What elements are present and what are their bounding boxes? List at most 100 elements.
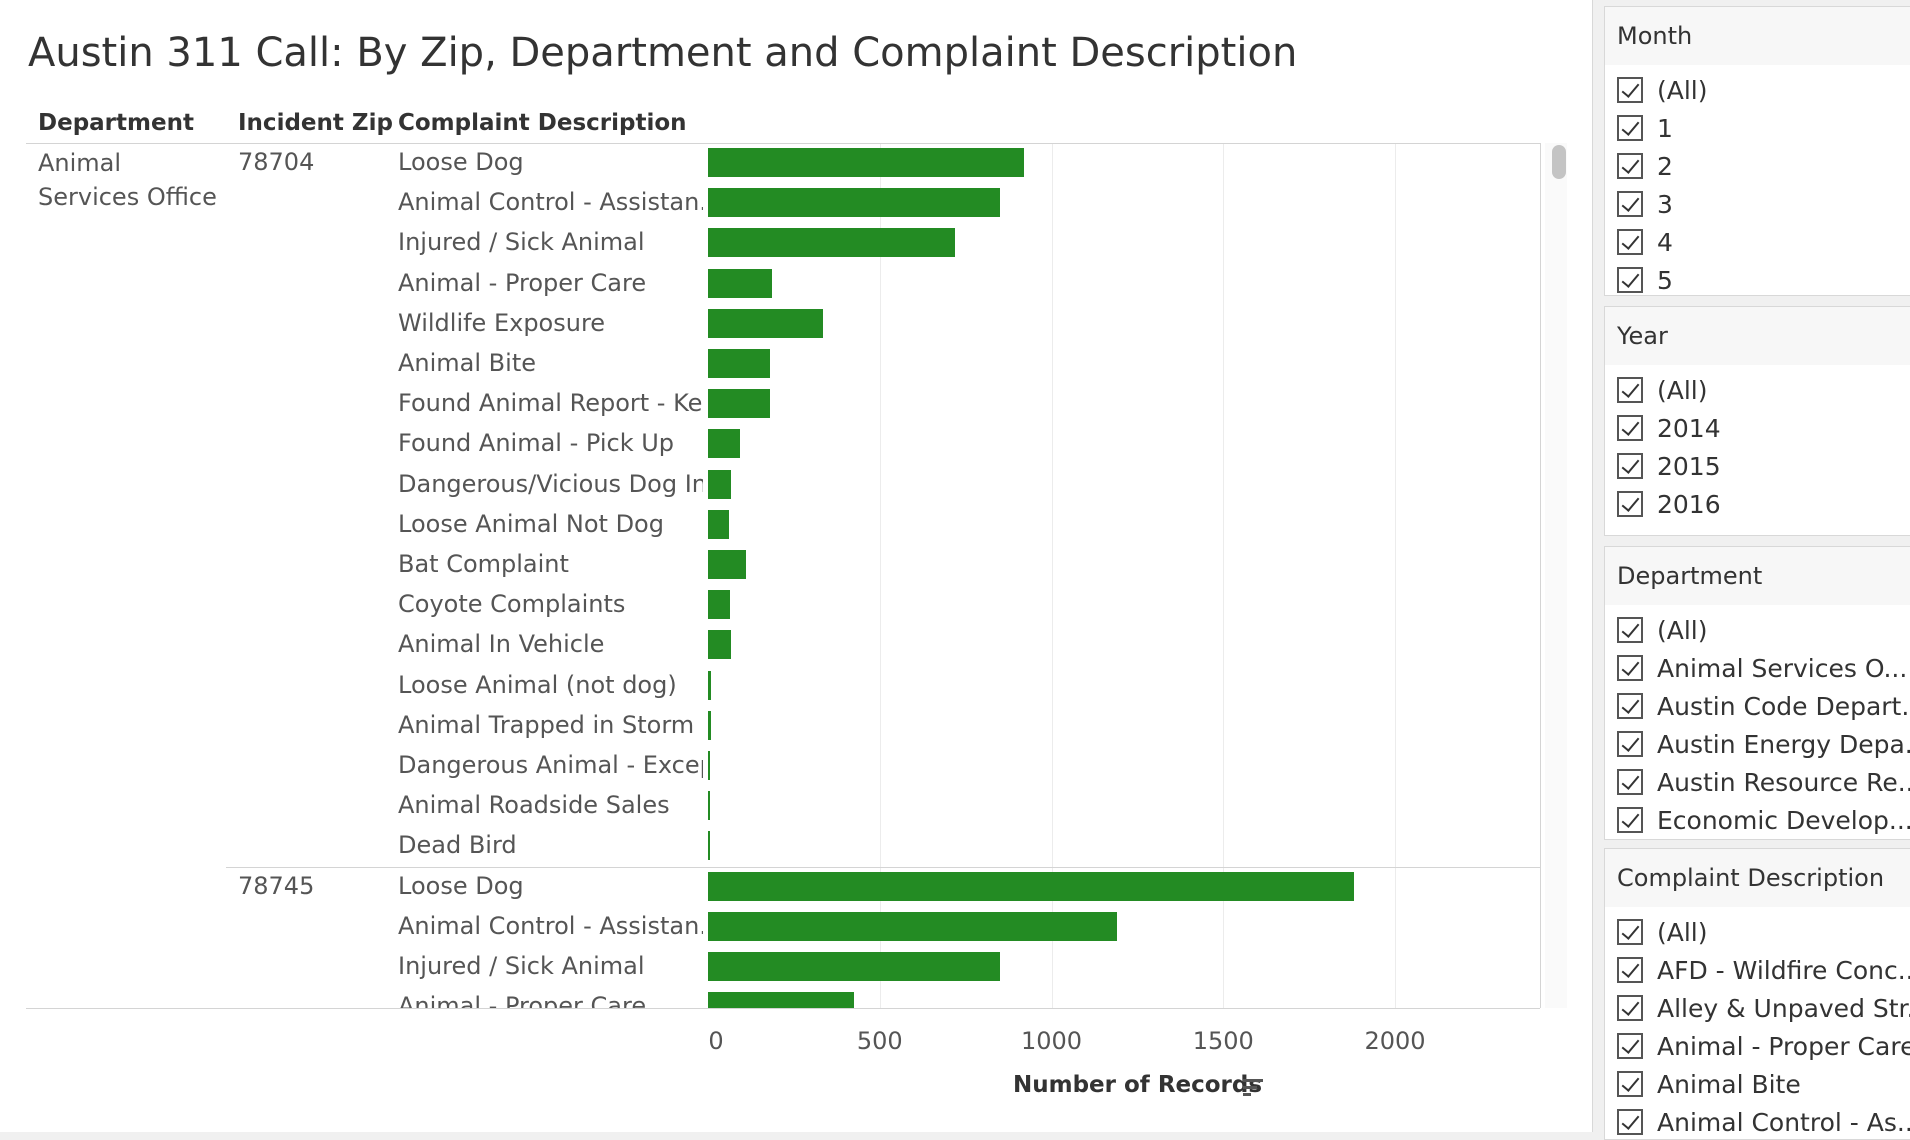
filter-option-label: Animal - Proper Care: [1657, 1031, 1910, 1061]
filter-option[interactable]: AFD - Wildfire Conc...: [1605, 951, 1910, 989]
complaint-label: Dangerous/Vicious Dog In..: [398, 469, 703, 498]
checkbox-checked-icon[interactable]: [1617, 77, 1643, 103]
bar[interactable]: [708, 188, 1000, 218]
filter-option[interactable]: 4: [1605, 223, 1910, 261]
filter-option-label: Alley & Unpaved Str...: [1657, 993, 1910, 1023]
checkbox-checked-icon[interactable]: [1617, 191, 1643, 217]
bar[interactable]: [708, 228, 956, 258]
complaint-label: Animal - Proper Care: [398, 992, 647, 1008]
chart-worksheet: Austin 311 Call: By Zip, Department and …: [0, 0, 1593, 1132]
filter-panel-department: Department (All) Animal Services O... Austi…: [1604, 546, 1910, 840]
checkbox-checked-icon[interactable]: [1617, 229, 1643, 255]
complaint-column-header[interactable]: Complaint Description: [398, 110, 687, 136]
checkbox-checked-icon[interactable]: [1617, 453, 1643, 479]
filter-option[interactable]: 2: [1605, 147, 1910, 185]
filter-panel-complaint-description: Complaint Description (All) AFD - Wildfire…: [1604, 848, 1910, 1140]
filter-title: Month: [1605, 7, 1910, 65]
filter-option[interactable]: Animal Control - As...: [1605, 1103, 1910, 1139]
filter-option-label: Animal Bite: [1657, 1069, 1801, 1099]
filter-option[interactable]: (All): [1605, 611, 1910, 649]
department-column-header[interactable]: Department: [38, 110, 194, 136]
complaint-label: Loose Dog: [398, 148, 524, 176]
bar[interactable]: [708, 831, 710, 861]
bar[interactable]: [708, 871, 1354, 901]
filter-option-label: 2015: [1657, 451, 1721, 481]
bar[interactable]: [708, 389, 770, 419]
checkbox-checked-icon[interactable]: [1617, 919, 1643, 945]
filter-option[interactable]: Austin Code Depart...: [1605, 687, 1910, 725]
filter-option-label: Austin Code Depart...: [1657, 691, 1910, 721]
bar[interactable]: [708, 670, 712, 700]
complaint-label: Animal Roadside Sales: [398, 791, 670, 820]
bar[interactable]: [708, 590, 730, 620]
checkbox-checked-icon[interactable]: [1617, 153, 1643, 179]
complaint-label: Found Animal Report - Ke..: [398, 389, 703, 418]
filter-option[interactable]: Alley & Unpaved Str...: [1605, 989, 1910, 1027]
filter-option[interactable]: Animal Services O...: [1605, 649, 1910, 687]
filter-option[interactable]: Austin Energy Depa...: [1605, 725, 1910, 763]
bar[interactable]: [708, 509, 730, 539]
page-title: Austin 311 Call: By Zip, Department and …: [28, 30, 1298, 76]
checkbox-checked-icon[interactable]: [1617, 655, 1643, 681]
filter-option[interactable]: Animal - Proper Care: [1605, 1027, 1910, 1065]
checkbox-checked-icon[interactable]: [1617, 267, 1643, 293]
bar[interactable]: [708, 791, 710, 821]
chart-right-border: [1540, 143, 1541, 1008]
bar[interactable]: [708, 710, 712, 740]
checkbox-checked-icon[interactable]: [1617, 995, 1643, 1021]
filter-option[interactable]: Animal Bite: [1605, 1065, 1910, 1103]
filter-option[interactable]: 3: [1605, 185, 1910, 223]
bar[interactable]: [708, 630, 732, 660]
filter-option[interactable]: 2014: [1605, 409, 1910, 447]
bar[interactable]: [708, 952, 1000, 981]
bar[interactable]: [708, 429, 740, 459]
filter-option[interactable]: Austin Resource Re...: [1605, 763, 1910, 801]
group-divider: [226, 866, 1540, 868]
checkbox-checked-icon[interactable]: [1617, 377, 1643, 403]
complaint-label: Injured / Sick Animal: [398, 952, 645, 980]
filter-options: (All) 1 2 3 4 5: [1605, 65, 1910, 295]
complaint-label: Found Animal - Pick Up: [398, 429, 675, 458]
chart-scrollbar[interactable]: [1545, 143, 1567, 1008]
bar[interactable]: [708, 308, 824, 338]
checkbox-checked-icon[interactable]: [1617, 415, 1643, 441]
filter-option[interactable]: (All): [1605, 71, 1910, 109]
filter-option[interactable]: (All): [1605, 913, 1910, 951]
checkbox-checked-icon[interactable]: [1617, 693, 1643, 719]
bar[interactable]: [708, 992, 854, 1008]
checkbox-checked-icon[interactable]: [1617, 1071, 1643, 1097]
filter-title: Complaint Description: [1605, 849, 1910, 907]
checkbox-checked-icon[interactable]: [1617, 1033, 1643, 1059]
checkbox-checked-icon[interactable]: [1617, 807, 1643, 833]
checkbox-checked-icon[interactable]: [1617, 731, 1643, 757]
sort-icon[interactable]: [1242, 1076, 1264, 1098]
filter-option[interactable]: 2016: [1605, 485, 1910, 523]
filter-option[interactable]: 5: [1605, 261, 1910, 295]
zip-label: 78704: [238, 148, 315, 176]
complaint-label: Animal Trapped in Storm ..: [398, 710, 703, 739]
filter-option-label: Animal Control - As...: [1657, 1107, 1910, 1137]
filter-option[interactable]: 1: [1605, 109, 1910, 147]
filter-option[interactable]: (All): [1605, 371, 1910, 409]
x-axis-tick-label: 1000: [1020, 1027, 1083, 1055]
filter-option-label: 1: [1657, 113, 1673, 143]
checkbox-checked-icon[interactable]: [1617, 957, 1643, 983]
bar[interactable]: [708, 469, 732, 499]
bar[interactable]: [708, 349, 770, 378]
bar[interactable]: [708, 751, 710, 780]
bar[interactable]: [708, 911, 1118, 941]
zip-column-header[interactable]: Incident Zip: [238, 110, 393, 136]
checkbox-checked-icon[interactable]: [1617, 769, 1643, 795]
bar[interactable]: [708, 268, 772, 298]
bar[interactable]: [708, 148, 1025, 177]
checkbox-checked-icon[interactable]: [1617, 1109, 1643, 1135]
bar[interactable]: [708, 550, 746, 579]
checkbox-checked-icon[interactable]: [1617, 115, 1643, 141]
filter-option[interactable]: 2015: [1605, 447, 1910, 485]
chart-scroll-thumb[interactable]: [1552, 145, 1566, 179]
checkbox-checked-icon[interactable]: [1617, 491, 1643, 517]
filter-option[interactable]: Economic Develop...: [1605, 801, 1910, 839]
checkbox-checked-icon[interactable]: [1617, 617, 1643, 643]
x-gridline: [1223, 143, 1225, 1008]
complaint-label: Loose Animal Not Dog: [398, 509, 664, 538]
